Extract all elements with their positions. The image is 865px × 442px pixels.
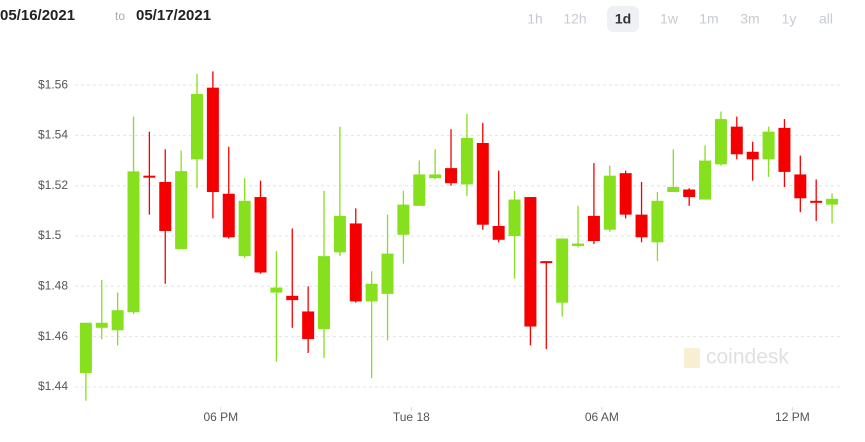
candle-body (762, 131, 775, 160)
candle-body (746, 151, 759, 160)
candle-body (714, 119, 727, 165)
watermark: coindesk (684, 346, 789, 369)
candle-body (826, 198, 839, 205)
date-separator: to (115, 9, 125, 23)
candle-body (492, 225, 505, 240)
y-tick-label: $1.48 (38, 278, 68, 292)
y-tick-label: $1.56 (38, 77, 68, 91)
candle-body (79, 322, 92, 374)
candle-body (445, 168, 458, 184)
candle-body (794, 174, 807, 199)
date-to: 05/17/2021 (136, 7, 211, 24)
candle-body (302, 311, 315, 340)
candle-body (683, 189, 696, 198)
range-button[interactable]: 3m (740, 11, 759, 27)
candle-body (191, 93, 204, 160)
candle-body (413, 174, 426, 206)
candle-body (635, 214, 648, 238)
range-button[interactable]: 1d (615, 11, 631, 27)
candle-body (476, 142, 489, 225)
candle-body (159, 181, 172, 231)
candle-body (556, 238, 569, 303)
x-tick-label: Tue 18 (393, 410, 430, 424)
candle-body (143, 175, 156, 178)
candle-body (333, 215, 346, 253)
range-button[interactable]: 1h (527, 11, 543, 27)
candle-body (349, 223, 362, 302)
candle-body (667, 186, 680, 193)
x-tick-label: 12 PM (775, 410, 810, 424)
candle-body (381, 253, 394, 294)
range-button[interactable]: 1y (782, 11, 797, 27)
candle-body (587, 215, 600, 242)
candle-body (603, 175, 616, 230)
candle-body (286, 295, 299, 301)
candle-body (270, 287, 283, 293)
candle-body (572, 243, 585, 247)
candle-body (238, 200, 251, 257)
range-button[interactable]: all (819, 11, 833, 27)
x-tick-label: 06 AM (585, 410, 619, 424)
candle-body (508, 199, 521, 237)
candle-body (254, 197, 267, 273)
y-tick-label: $1.52 (38, 178, 68, 192)
range-button[interactable]: 12h (563, 11, 586, 27)
candle-body (778, 127, 791, 172)
candle-body (365, 283, 378, 302)
candle-body (175, 171, 188, 250)
date-from: 05/16/2021 (0, 7, 75, 24)
y-tick-label: $1.44 (38, 379, 68, 393)
candle-body (206, 87, 219, 193)
candle-body (127, 171, 140, 313)
candle-body (460, 137, 473, 185)
watermark-text: coindesk (706, 346, 789, 369)
y-tick-label: $1.46 (38, 329, 68, 343)
candle-body (810, 200, 823, 203)
y-tick-label: $1.5 (38, 228, 62, 242)
candle-body (619, 173, 632, 215)
range-highlight (607, 6, 639, 32)
y-tick-label: $1.54 (38, 128, 68, 142)
candle-body (222, 193, 235, 238)
candle-body (429, 174, 442, 179)
candle-body (540, 261, 553, 264)
range-button[interactable]: 1m (699, 11, 718, 27)
watermark-icon (684, 348, 700, 368)
range-button[interactable]: 1w (660, 11, 679, 27)
candle-body (699, 160, 712, 200)
candle-body (730, 126, 743, 155)
x-tick-label: 06 PM (203, 410, 238, 424)
candle-body (318, 256, 331, 330)
candle-body (111, 310, 124, 331)
candle-body (397, 204, 410, 235)
candle-body (524, 197, 537, 327)
candle-body (651, 200, 664, 243)
candle-body (95, 322, 108, 328)
